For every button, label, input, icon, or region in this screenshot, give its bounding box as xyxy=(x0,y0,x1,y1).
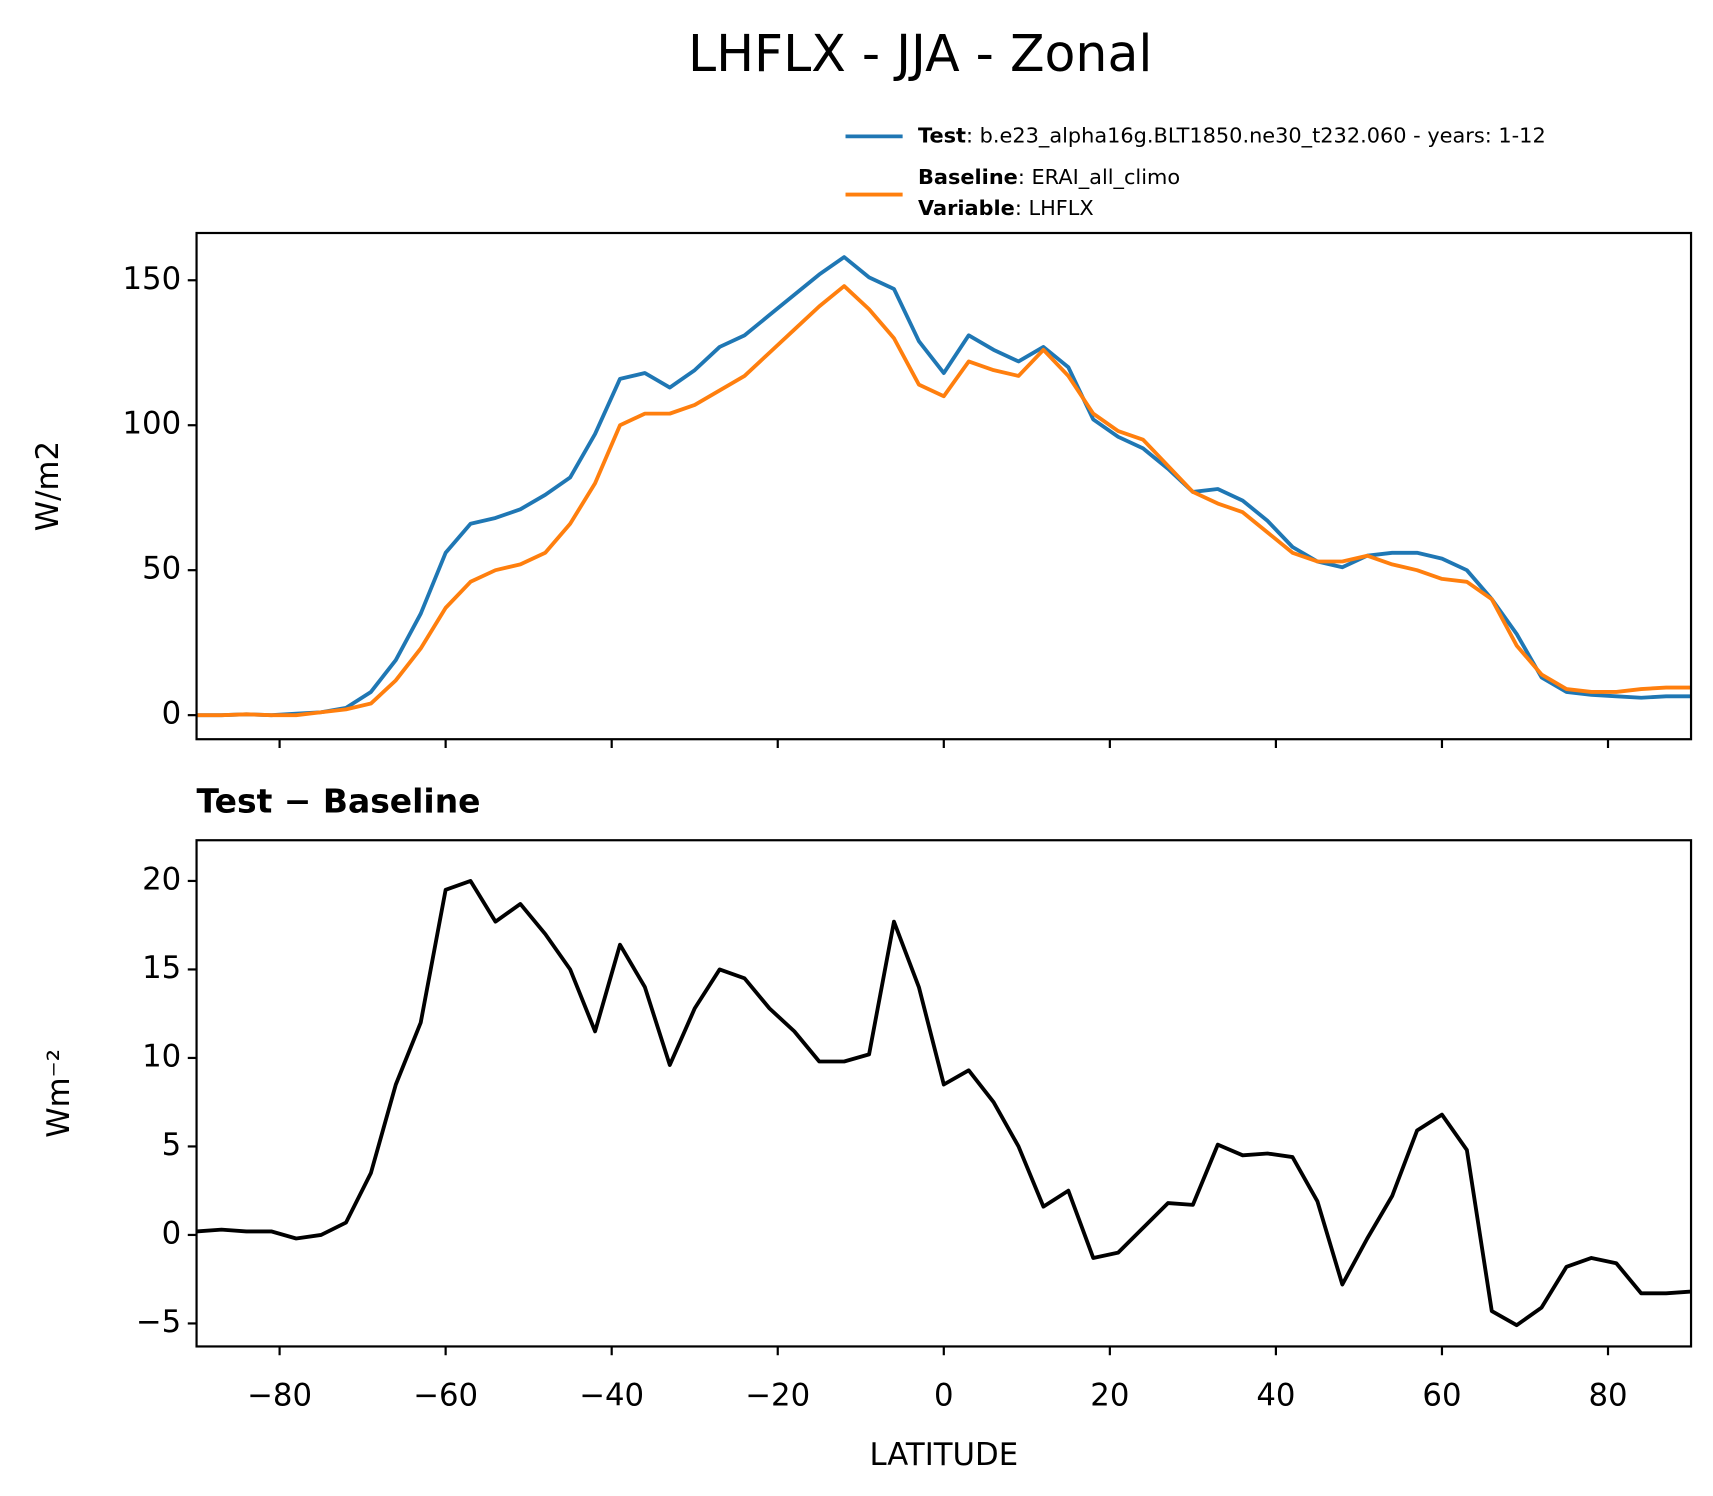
legend-label: Variable: LHFLX xyxy=(918,196,1094,220)
data-line xyxy=(196,255,1692,718)
x-tick-label: −60 xyxy=(413,1377,478,1413)
x-tick-label: 80 xyxy=(1588,1377,1627,1413)
legend-name: Test xyxy=(918,123,966,147)
x-tick-label: −40 xyxy=(579,1377,644,1413)
x-tick-label: 60 xyxy=(1422,1377,1461,1413)
legend-label: Test: b.e23_alpha16g.BLT1850.ne30_t232.0… xyxy=(918,123,1546,148)
x-tick-label: −80 xyxy=(247,1377,312,1413)
x-tick-label: 20 xyxy=(1090,1377,1129,1413)
y-tick-label: 50 xyxy=(142,551,181,587)
y-axis-label: W/m2 xyxy=(30,441,66,531)
x-tick-label: −20 xyxy=(745,1377,810,1413)
axes-frame xyxy=(195,839,1693,1348)
x-tick-label: 40 xyxy=(1256,1377,1295,1413)
y-axis-label: Wm⁻² xyxy=(41,1049,77,1138)
data-line xyxy=(196,879,1692,1328)
legend-description: : ERAI_all_climo xyxy=(1018,165,1180,190)
data-line xyxy=(196,284,1692,718)
x-axis-label: LATITUDE xyxy=(869,1437,1018,1473)
axes-frame xyxy=(195,231,1693,741)
legend-name: Baseline xyxy=(918,165,1018,189)
y-tick-label: 100 xyxy=(123,406,182,442)
legend-description: : LHFLX xyxy=(1015,196,1094,220)
y-tick-label: 150 xyxy=(123,261,182,297)
legend-name: Variable xyxy=(918,196,1015,220)
x-tick-label: 0 xyxy=(934,1377,954,1413)
y-tick-label: 0 xyxy=(162,696,182,732)
y-tick-label: 5 xyxy=(162,1127,182,1163)
y-tick-label: 10 xyxy=(142,1038,181,1074)
figure-title: LHFLX - JJA - Zonal xyxy=(688,24,1152,83)
y-tick-label: 0 xyxy=(162,1215,182,1251)
y-tick-label: −5 xyxy=(136,1304,181,1340)
legend-description: : b.e23_alpha16g.BLT1850.ne30_t232.060 -… xyxy=(966,123,1546,148)
y-tick-label: 20 xyxy=(142,861,181,897)
legend-label: Baseline: ERAI_all_climo xyxy=(918,165,1180,190)
panel-title: Test − Baseline xyxy=(197,781,481,820)
y-tick-label: 15 xyxy=(142,950,181,986)
